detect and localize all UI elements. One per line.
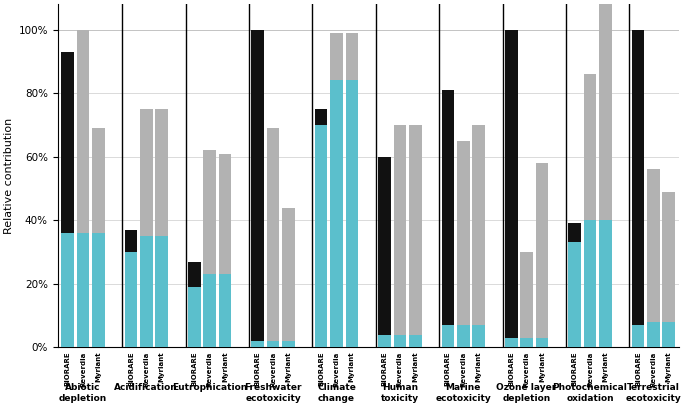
Bar [203, 274, 216, 347]
Text: Myriant: Myriant [666, 352, 672, 382]
Text: Reverdia: Reverdia [587, 352, 593, 387]
Bar [92, 233, 105, 347]
Bar [568, 243, 581, 347]
Text: BIORARE: BIORARE [255, 352, 260, 386]
Bar [378, 335, 391, 347]
Bar [584, 74, 597, 220]
Bar [345, 33, 358, 81]
Text: Myriant: Myriant [95, 352, 101, 382]
Bar [345, 81, 358, 347]
Bar [282, 208, 295, 341]
Bar [409, 335, 422, 347]
Bar [442, 90, 454, 325]
Bar [218, 153, 232, 274]
Bar [251, 30, 264, 341]
Bar [155, 109, 168, 236]
Text: Reverdia: Reverdia [524, 352, 530, 387]
Bar [61, 52, 74, 233]
Text: BIORARE: BIORARE [508, 352, 514, 386]
Bar [472, 325, 485, 347]
Bar [662, 322, 675, 347]
Bar [140, 109, 153, 236]
Text: BIORARE: BIORARE [318, 352, 324, 386]
Bar [568, 223, 581, 243]
Bar [76, 30, 90, 233]
Text: Reverdia: Reverdia [460, 352, 466, 387]
Bar [632, 325, 644, 347]
Bar [442, 325, 454, 347]
Bar [647, 169, 660, 322]
Text: Myriant: Myriant [602, 352, 608, 382]
Text: Reverdia: Reverdia [143, 352, 150, 387]
Bar [632, 30, 644, 325]
Text: Myriant: Myriant [475, 352, 482, 382]
Bar [584, 220, 597, 347]
Bar [218, 274, 232, 347]
Text: Myriant: Myriant [285, 352, 291, 382]
Y-axis label: Relative contribution: Relative contribution [4, 118, 14, 234]
Text: Myriant: Myriant [539, 352, 545, 382]
Bar [282, 341, 295, 347]
Text: Myriant: Myriant [412, 352, 418, 382]
Bar [125, 230, 137, 252]
Bar [203, 150, 216, 274]
Text: BIORARE: BIORARE [635, 352, 641, 386]
Text: BIORARE: BIORARE [65, 352, 70, 386]
Bar [662, 192, 675, 322]
Text: Reverdia: Reverdia [80, 352, 86, 387]
Text: Reverdia: Reverdia [650, 352, 657, 387]
Text: BIORARE: BIORARE [572, 352, 577, 386]
Text: Myriant: Myriant [222, 352, 228, 382]
Text: BIORARE: BIORARE [445, 352, 451, 386]
Bar [267, 341, 280, 347]
Bar [505, 30, 517, 338]
Text: Myriant: Myriant [158, 352, 165, 382]
Bar [315, 109, 327, 125]
Bar [76, 233, 90, 347]
Bar [140, 236, 153, 347]
Text: BIORARE: BIORARE [128, 352, 134, 386]
Text: Myriant: Myriant [349, 352, 355, 382]
Bar [472, 125, 485, 325]
Text: BIORARE: BIORARE [382, 352, 387, 386]
Bar [155, 236, 168, 347]
Bar [393, 125, 407, 335]
Bar [535, 163, 548, 338]
Bar [457, 325, 470, 347]
Text: Reverdia: Reverdia [333, 352, 340, 387]
Text: Reverdia: Reverdia [207, 352, 213, 387]
Bar [647, 322, 660, 347]
Text: Reverdia: Reverdia [397, 352, 403, 387]
Bar [393, 335, 407, 347]
Bar [520, 338, 533, 347]
Bar [330, 33, 343, 81]
Bar [92, 128, 105, 233]
Bar [188, 262, 200, 287]
Text: Reverdia: Reverdia [270, 352, 276, 387]
Bar [188, 287, 200, 347]
Bar [267, 128, 280, 341]
Bar [520, 252, 533, 338]
Bar [457, 141, 470, 325]
Bar [125, 252, 137, 347]
Bar [599, 0, 612, 220]
Bar [315, 125, 327, 347]
Bar [61, 233, 74, 347]
Bar [378, 157, 391, 335]
Bar [409, 125, 422, 335]
Bar [599, 220, 612, 347]
Bar [505, 338, 517, 347]
Bar [535, 338, 548, 347]
Text: BIORARE: BIORARE [192, 352, 197, 386]
Bar [251, 341, 264, 347]
Bar [330, 81, 343, 347]
